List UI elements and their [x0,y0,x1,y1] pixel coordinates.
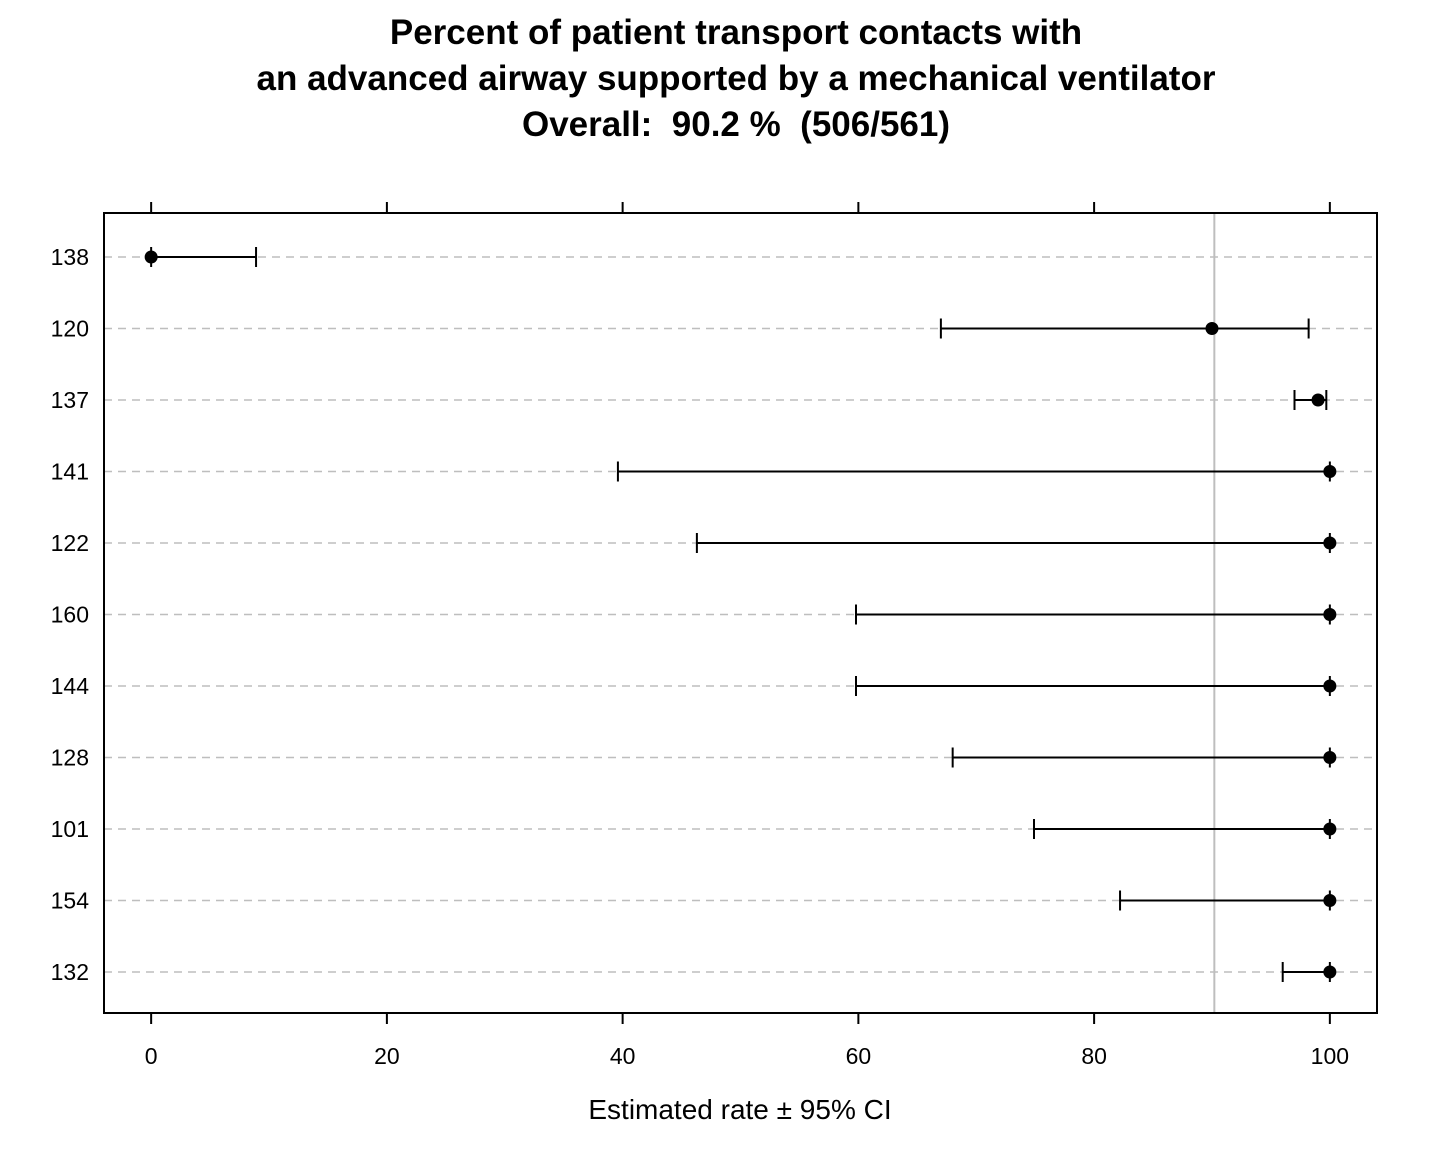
estimate-point-137 [1311,393,1325,407]
chart-title-line-2: an advanced airway supported by a mechan… [256,59,1216,98]
chart-title: Percent of patient transport contacts wi… [0,10,1440,148]
y-tick-label-138: 138 [51,244,89,270]
estimate-point-128 [1323,751,1337,764]
estimate-point-120 [1205,322,1219,335]
plot-frame [103,212,1378,1014]
y-tick-label-137: 137 [51,387,89,413]
x-tick-label-60: 60 [846,1043,872,1069]
estimate-point-141 [1323,465,1337,478]
y-tick-label-101: 101 [51,816,89,842]
estimate-point-138 [144,250,158,264]
estimate-point-122 [1323,536,1337,550]
y-tick-label-160: 160 [51,602,89,628]
y-tick-label-122: 122 [51,530,89,556]
x-axis-title: Estimated rate ± 95% CI [588,1094,891,1125]
x-tick-label-20: 20 [374,1043,400,1069]
chart-title-line-3: Overall: 90.2 % (506/561) [521,105,951,144]
confidence-intervals [150,247,1331,982]
x-tick-label-80: 80 [1081,1043,1107,1069]
x-tick-label-0: 0 [145,1043,158,1069]
estimate-point-132 [1323,965,1337,979]
y-tick-label-128: 128 [51,745,89,771]
y-tick-label-120: 120 [51,316,89,342]
estimate-point-101 [1323,822,1337,836]
axes: 138 120 137 141 122 160 144 128 101 154 132 0 20 40 60… [51,202,1349,1069]
y-tick-label-141: 141 [51,459,89,485]
estimate-point-160 [1323,608,1337,621]
grid-layer [104,256,1377,973]
chart-title-line-1: Percent of patient transport contacts wi… [389,13,1083,52]
x-tick-label-40: 40 [610,1043,636,1069]
estimate-point-144 [1323,679,1337,693]
estimate-points [144,250,1337,979]
x-tick-label-100: 100 [1311,1043,1349,1069]
y-tick-label-154: 154 [51,888,90,914]
y-tick-label-132: 132 [51,959,89,985]
y-tick-label-144: 144 [51,673,90,699]
estimate-point-154 [1323,894,1337,907]
